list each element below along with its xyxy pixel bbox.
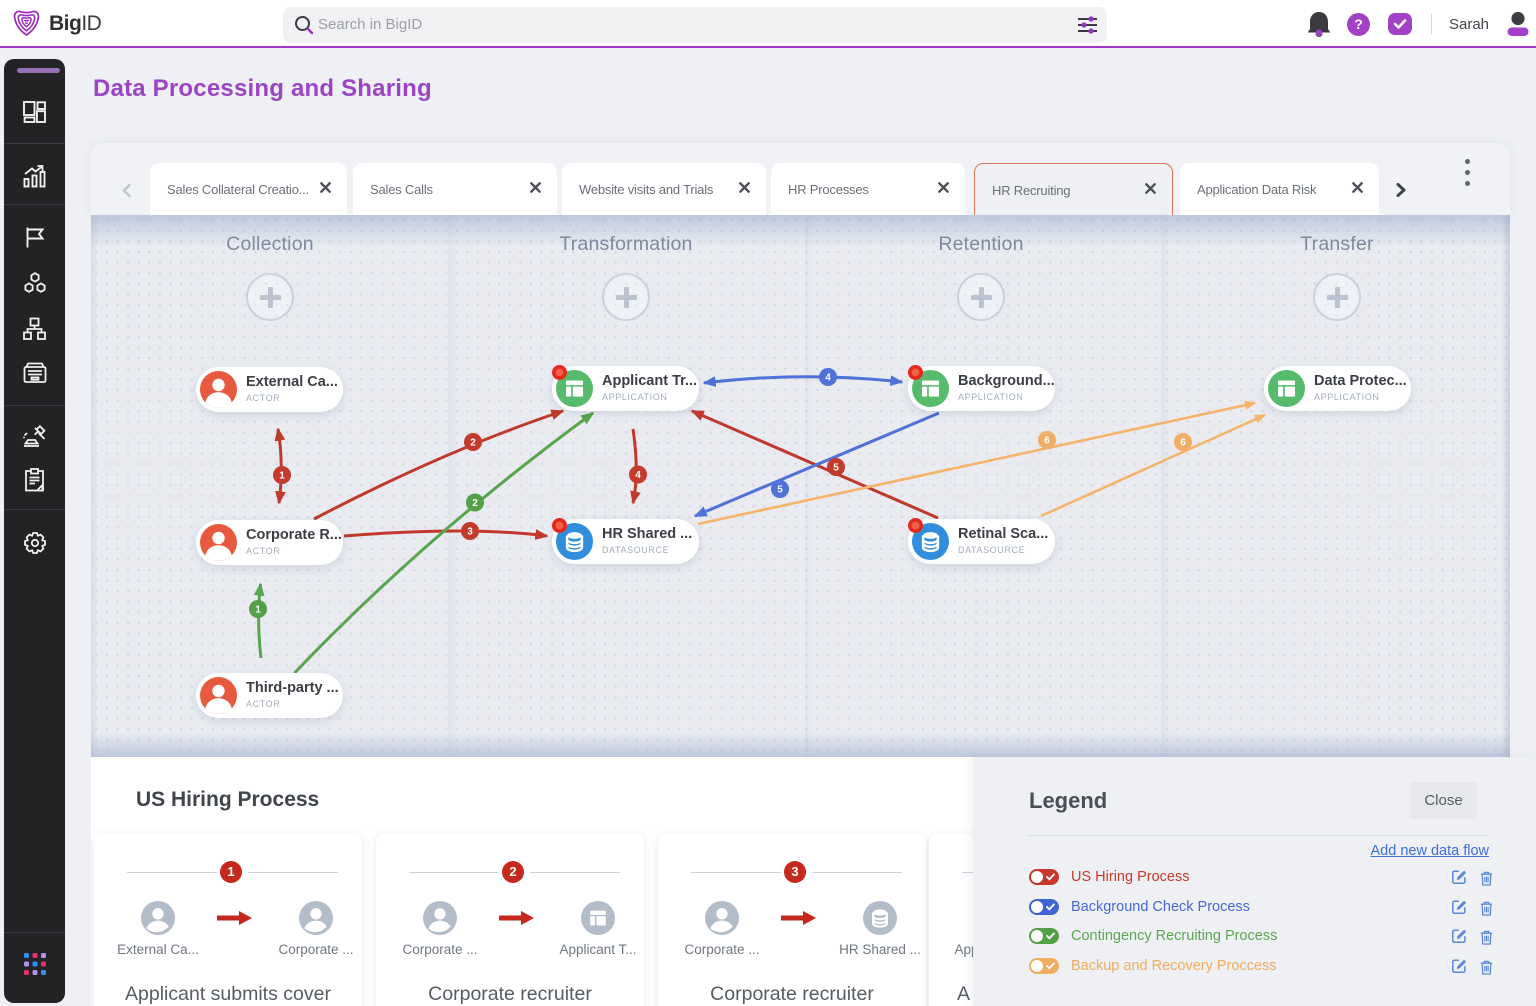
svg-text:5: 5: [777, 485, 783, 496]
svg-text:6: 6: [1180, 438, 1186, 449]
svg-text:4: 4: [825, 373, 831, 384]
svg-text:1: 1: [255, 605, 261, 616]
svg-text:5: 5: [833, 463, 839, 474]
svg-text:4: 4: [635, 470, 641, 481]
svg-text:1: 1: [279, 471, 285, 482]
svg-text:6: 6: [1044, 436, 1050, 447]
svg-text:3: 3: [467, 527, 473, 538]
svg-text:2: 2: [470, 438, 476, 449]
svg-text:2: 2: [472, 498, 478, 509]
